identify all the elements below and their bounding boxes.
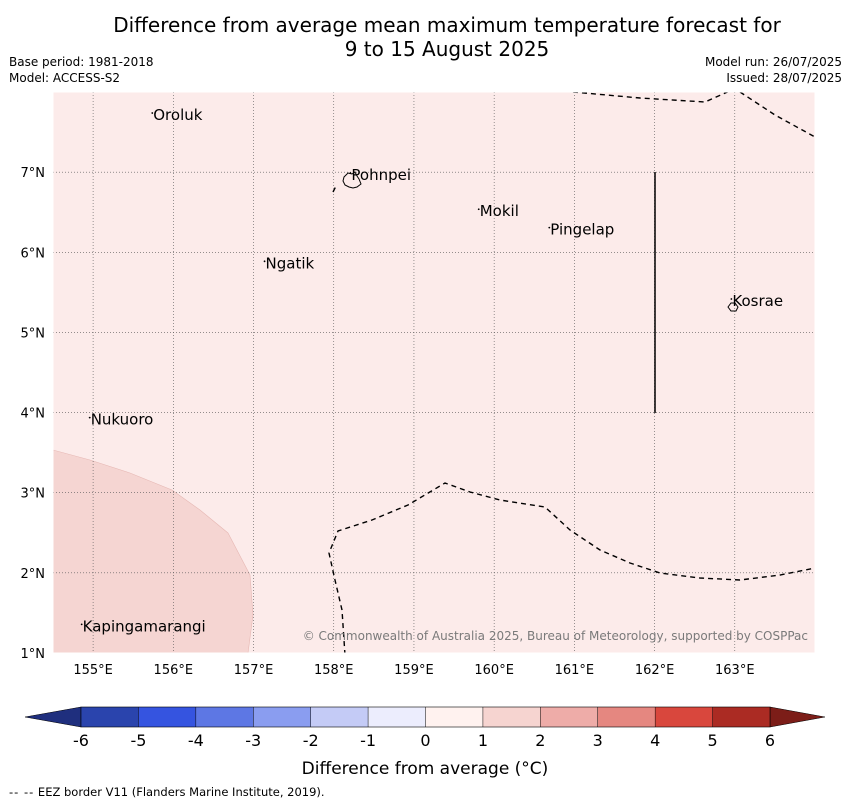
colorbar-segment bbox=[425, 707, 483, 727]
lat-tick-label: 4°N bbox=[21, 407, 46, 422]
place-marker bbox=[349, 172, 352, 175]
colorbar-tick: 2 bbox=[535, 731, 545, 750]
place-marker bbox=[730, 298, 733, 300]
colorbar-tick: -1 bbox=[360, 731, 376, 750]
lon-tick-label: 158°E bbox=[314, 663, 354, 678]
colorbar-segment bbox=[81, 707, 139, 727]
lon-tick-label: 160°E bbox=[474, 663, 514, 678]
lon-tick-label: 163°E bbox=[715, 663, 755, 678]
meta-left: Base period: 1981-2018 Model: ACCESS-S2 bbox=[9, 54, 154, 86]
colorbar-tick: -5 bbox=[130, 731, 146, 750]
place-labels: Oroluk Pohnpei Mokil Pingelap Ngatik Kosrae Nu… bbox=[80, 106, 783, 635]
colorbar-outline bbox=[80, 706, 771, 728]
meta-right: Model run: 26/07/2025 Issued: 28/07/2025 bbox=[705, 54, 842, 86]
lat-tick-label: 6°N bbox=[21, 246, 46, 261]
colorbar-tick: -2 bbox=[303, 731, 319, 750]
place-label: Mokil bbox=[480, 202, 519, 220]
pohnpei-island-outline bbox=[342, 171, 362, 189]
colorbar-segment bbox=[540, 707, 598, 727]
model-name: Model: ACCESS-S2 bbox=[9, 71, 121, 85]
colorbar-over-arrow bbox=[769, 706, 826, 728]
map-title: Difference from average mean maximum tem… bbox=[0, 13, 850, 61]
lat-tick-label: 5°N bbox=[21, 326, 46, 341]
place-marker bbox=[88, 416, 91, 419]
lon-tick-label: 155°E bbox=[73, 663, 113, 678]
place-label: Kosrae bbox=[732, 292, 783, 310]
lon-tick-label: 157°E bbox=[234, 663, 274, 678]
colorbar-segment bbox=[597, 707, 656, 727]
lon-tick-label: 162°E bbox=[635, 663, 675, 678]
colorbar-segment bbox=[712, 707, 770, 727]
place-label: Ngatik bbox=[266, 254, 315, 272]
model-run: Model run: 26/07/2025 bbox=[704, 55, 842, 69]
latitude-tick-labels: 7°N 6°N 5°N 4°N 3°N 2°N 1°N bbox=[21, 166, 46, 662]
place-marker bbox=[263, 260, 266, 263]
colorbar-tick: 4 bbox=[650, 731, 660, 750]
lat-tick-label: 1°N bbox=[21, 647, 46, 662]
eez-border-northeast bbox=[739, 92, 815, 138]
place-label: Oroluk bbox=[153, 106, 202, 124]
issued-date: Issued: 28/07/2025 bbox=[726, 71, 842, 85]
colorbar-segment bbox=[310, 707, 369, 727]
lon-tick-label: 161°E bbox=[555, 663, 595, 678]
eez-borders bbox=[328, 92, 815, 653]
eez-border-south bbox=[328, 482, 815, 653]
title-line-2: 9 to 15 August 2025 bbox=[344, 37, 550, 61]
colorbar-tick: -3 bbox=[245, 731, 261, 750]
colorbar-segment bbox=[138, 707, 196, 727]
colorbar-tick: 3 bbox=[593, 731, 603, 750]
colorbar-tick: 0 bbox=[420, 731, 430, 750]
lon-tick-label: 159°E bbox=[394, 663, 434, 678]
colorbar-under-arrow bbox=[24, 706, 82, 728]
place-marker bbox=[548, 226, 551, 229]
colorbar-tick-labels: -6 -5 -4 -3 -2 -1 0 1 2 3 4 5 6 bbox=[73, 731, 775, 750]
lon-tick-label: 156°E bbox=[154, 663, 194, 678]
anomaly-region-1-to-2 bbox=[53, 449, 254, 653]
lat-tick-label: 7°N bbox=[21, 166, 46, 181]
title-line-1: Difference from average mean maximum tem… bbox=[113, 13, 781, 37]
colorbar-tick: -4 bbox=[188, 731, 204, 750]
place-label: Pingelap bbox=[550, 221, 614, 239]
colorbar-segment bbox=[253, 707, 311, 727]
eez-border-north bbox=[572, 92, 730, 103]
map-frame bbox=[52, 91, 816, 654]
kosrae-island-outline bbox=[727, 302, 739, 312]
footer-note: -- -- EEZ border V11 (Flanders Marine In… bbox=[9, 785, 325, 799]
place-marker bbox=[151, 112, 154, 114]
eez-border-pohnpei-stub bbox=[332, 185, 337, 193]
place-marker bbox=[80, 623, 83, 626]
eez-legend-text: EEZ border V11 (Flanders Marine Institut… bbox=[37, 785, 325, 799]
colorbar-segment bbox=[195, 707, 254, 727]
eez-legend-dash: -- -- bbox=[9, 785, 35, 799]
colorbar-label: Difference from average (°C) bbox=[302, 759, 549, 779]
colorbar-segment bbox=[368, 707, 426, 727]
place-label: Kapingamarangi bbox=[83, 617, 206, 635]
place-label: Pohnpei bbox=[351, 166, 411, 184]
colorbar-tick: 1 bbox=[478, 731, 488, 750]
base-period: Base period: 1981-2018 bbox=[9, 55, 154, 69]
colorbar bbox=[24, 706, 826, 728]
colorbar-tick: 5 bbox=[707, 731, 717, 750]
place-marker bbox=[477, 208, 480, 211]
lat-tick-label: 2°N bbox=[21, 567, 46, 582]
lat-tick-label: 3°N bbox=[21, 487, 46, 502]
colorbar-segment bbox=[655, 707, 713, 727]
place-label: Nukuoro bbox=[91, 411, 154, 429]
colorbar-segment bbox=[482, 707, 541, 727]
colorbar-tick: -6 bbox=[73, 731, 89, 750]
longitude-tick-labels: 155°E 156°E 157°E 158°E 159°E 160°E 161°E 162°E… bbox=[73, 663, 754, 678]
colorbar-tick: 6 bbox=[765, 731, 775, 750]
copyright-text: © Commonwealth of Australia 2025, Bureau… bbox=[303, 629, 808, 643]
